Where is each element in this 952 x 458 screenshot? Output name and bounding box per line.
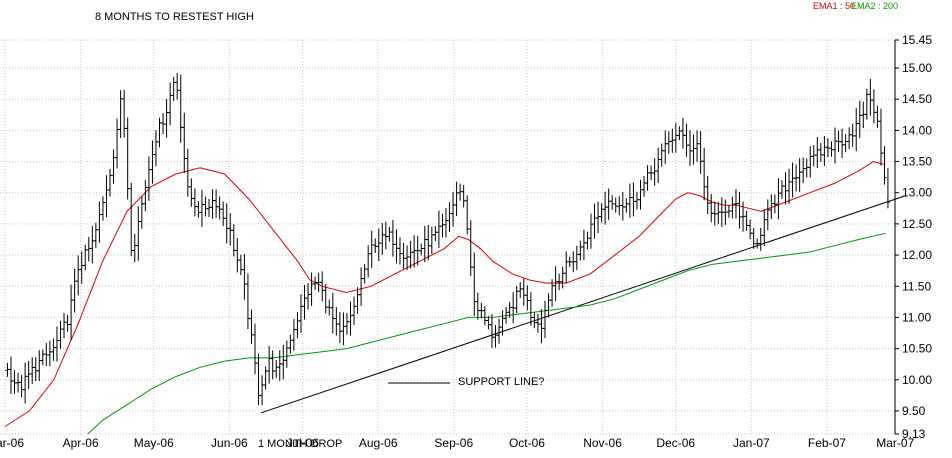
x-tick-label: Apr-06 [63,436,99,450]
legend-ema1: EMA1 : 50 [813,1,855,11]
x-tick-label: Nov-06 [583,436,622,450]
chart-title: 8 MONTHS TO RESTEST HIGH [95,11,254,23]
price-bars [5,73,890,406]
y-tick-label: 11.00 [902,310,931,324]
y-tick-label: 9.13 [902,427,926,441]
x-tick-label: Dec-06 [656,436,695,450]
x-tick-label: May-06 [134,436,174,450]
x-axis-ticks: Mar-06 Apr-06 May-06 Jun-06 Jul-06 Aug-06 Sep-… [0,436,915,450]
support-label: SUPPORT LINE? [458,376,544,388]
x-tick-label: Feb-07 [808,436,846,450]
legend-ema2: EMA2 : 200 [851,1,898,11]
x-tick-label: Jun-06 [211,436,248,450]
x-tick-label: Mar-07 [876,436,914,450]
y-tick-label: 12.00 [902,248,932,262]
y-tick-label: 14.00 [902,123,932,137]
y-tick-label: 13.50 [902,155,932,169]
x-tick-label: Mar-06 [0,436,24,450]
y-tick-label: 12.50 [902,217,932,231]
y-tick-label: 10.50 [902,342,932,356]
ema2-series [87,232,886,435]
grid [0,39,896,435]
y-axis-ticks: 15.45 15.00 14.50 14.00 13.50 13.00 12.50 12.00… [895,33,932,441]
x-tick-label: Sep-06 [434,436,473,450]
x-tick-label: Oct-06 [509,436,545,450]
y-tick-label: 15.00 [902,61,932,75]
y-tick-label: 13.00 [902,186,932,200]
support-trendline [260,195,906,414]
x-tick-label: Jan-07 [733,436,770,450]
y-tick-label: 14.50 [902,92,932,106]
y-tick-label: 10.00 [902,373,932,387]
drop-label: 1 MONTH DROP [258,438,342,450]
y-tick-label: 9.50 [902,404,926,418]
support-line [260,195,906,414]
ema2-line [87,232,886,435]
y-tick-label: 15.45 [902,33,932,47]
y-tick-label: 11.50 [902,279,931,293]
x-tick-label: Aug-06 [359,436,398,450]
x-tick-label: Jul-06 [286,436,319,450]
